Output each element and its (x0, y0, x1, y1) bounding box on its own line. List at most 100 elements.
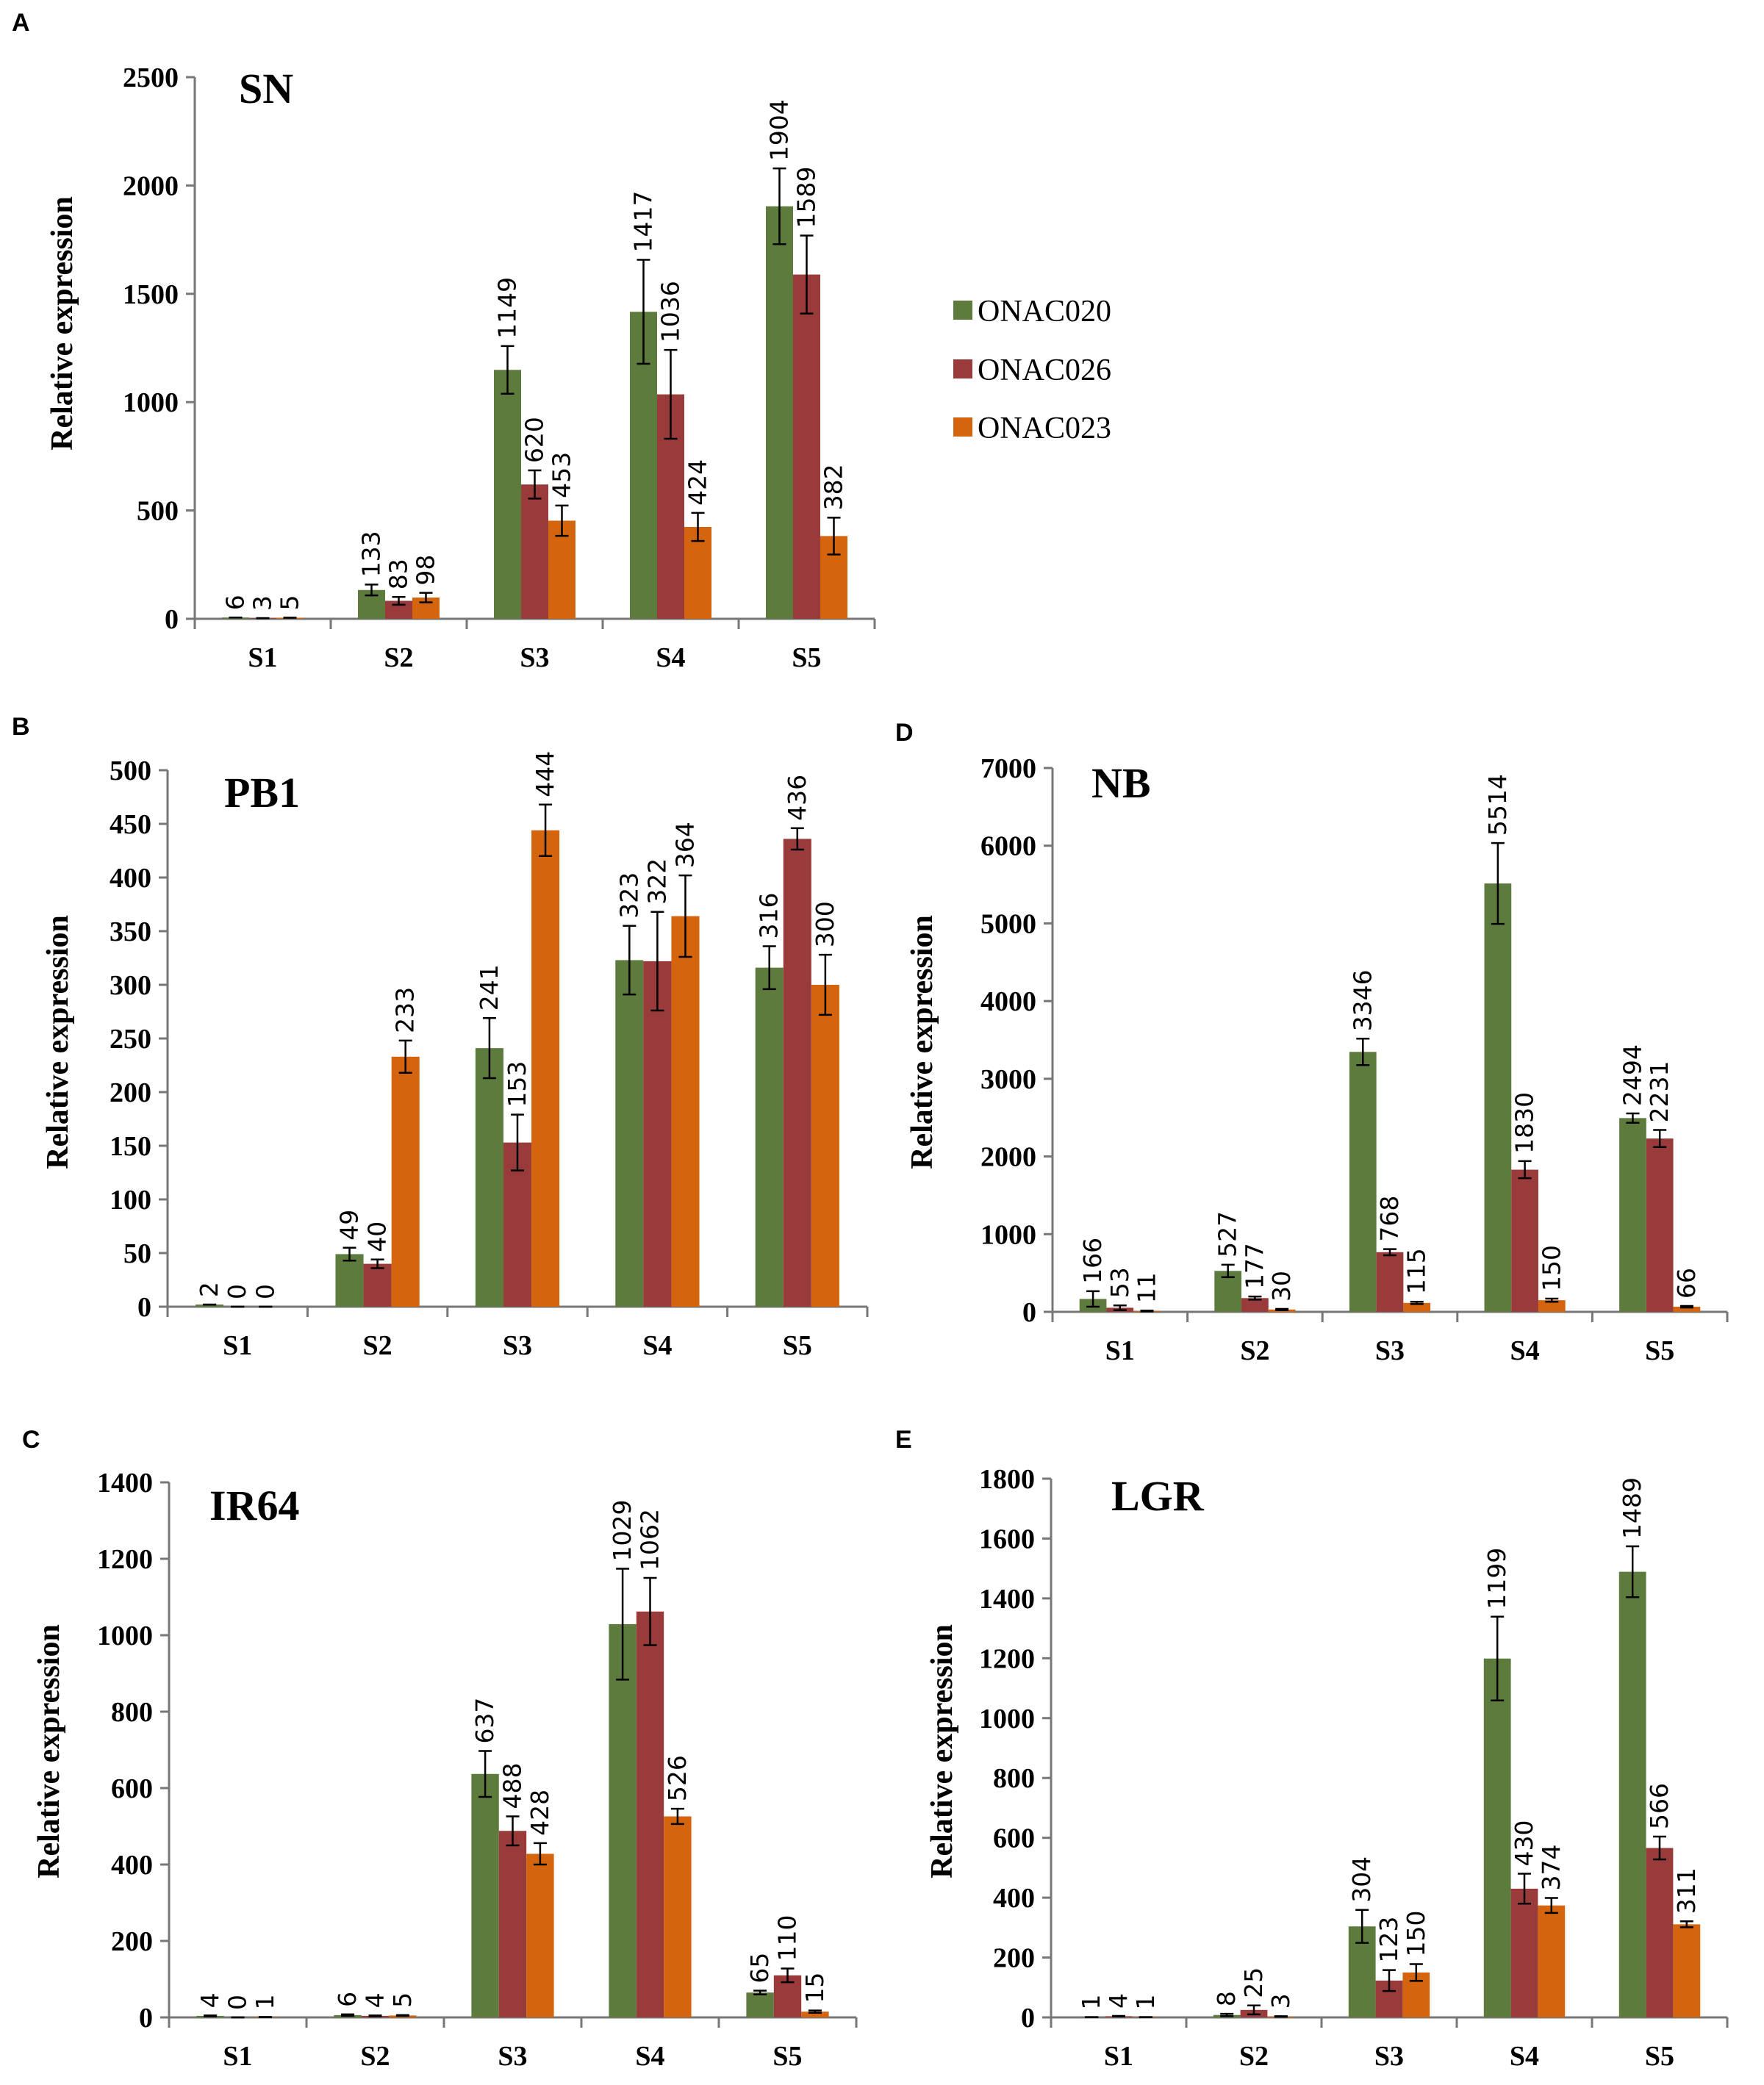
bar-onac020 (766, 206, 793, 619)
panel-letter: D (895, 719, 914, 747)
bar-onac020 (1618, 1571, 1646, 2017)
data-label: 98 (412, 555, 440, 586)
data-label: 123 (1374, 1917, 1403, 1963)
chart-title: NB (1091, 759, 1151, 807)
bar-onac020 (1349, 1052, 1377, 1312)
data-label: 1 (1131, 1995, 1160, 2010)
bar-onac023 (801, 2012, 829, 2017)
bar-onac020 (1483, 1658, 1511, 2017)
x-tick-label: S2 (384, 642, 413, 673)
data-label: 444 (531, 751, 559, 797)
x-tick-label: S5 (792, 642, 821, 673)
y-tick-label: 0 (1022, 1297, 1036, 1328)
y-tick-label: 500 (110, 756, 151, 786)
data-label: 526 (663, 1755, 692, 1801)
y-tick-label: 1000 (980, 1219, 1036, 1250)
data-label: 6 (333, 1992, 362, 2007)
y-tick-label: 600 (993, 1823, 1035, 1854)
y-tick-label: 1800 (979, 1464, 1035, 1495)
x-tick-label: S3 (1374, 2041, 1404, 2072)
data-label: 620 (520, 417, 549, 463)
data-label: 5514 (1483, 774, 1512, 836)
data-label: 83 (384, 559, 413, 589)
y-tick-label: 1200 (979, 1643, 1035, 1674)
data-label: 1830 (1510, 1092, 1539, 1154)
data-label: 1 (251, 1994, 279, 2009)
data-label: 30 (1267, 1271, 1296, 1302)
data-label: 11 (1133, 1272, 1161, 1303)
y-tick-label: 0 (137, 1292, 151, 1323)
data-label: 488 (498, 1762, 527, 1809)
x-tick-label: S1 (1105, 1335, 1135, 1366)
bar-onac023 (664, 1816, 692, 2017)
data-label: 1589 (792, 167, 821, 229)
bar-onac020 (615, 960, 644, 1307)
bar-onac026 (521, 484, 548, 619)
y-tick-label: 50 (123, 1238, 151, 1269)
panel-d-nb-chart: D NB Relative expression 0 1000 2000 3000 40… (895, 719, 1729, 1366)
y-tick-label: 350 (110, 916, 151, 947)
data-label: 166 (1078, 1238, 1107, 1284)
data-label: 430 (1510, 1820, 1538, 1867)
x-tick-label: S1 (223, 2041, 252, 2072)
y-tick-label: 800 (993, 1763, 1035, 1794)
data-label: 4 (361, 1992, 390, 2008)
y-axis-label: Relative expression (32, 1624, 66, 1878)
x-tick-label: S2 (1240, 1335, 1269, 1366)
data-label: 1489 (1618, 1477, 1646, 1539)
data-label: 2 (195, 1282, 223, 1297)
data-label: 1062 (636, 1509, 664, 1571)
y-tick-label: 3000 (980, 1064, 1036, 1095)
y-axis-label: Relative expression (906, 915, 939, 1169)
bar-onac020 (494, 370, 521, 619)
bar-onac020 (475, 1048, 503, 1307)
x-tick-label: S5 (1645, 2041, 1674, 2072)
x-tick-label: S3 (503, 1330, 532, 1361)
data-label: 133 (357, 531, 386, 577)
bar-onac026 (643, 961, 672, 1307)
panel-letter: B (12, 713, 30, 741)
legend-swatch-onac020 (953, 301, 972, 320)
data-label: 49 (335, 1210, 364, 1241)
y-tick-label: 100 (110, 1185, 151, 1216)
data-label: 311 (1672, 1867, 1701, 1914)
data-label: 3 (1266, 1993, 1295, 2009)
data-label: 300 (811, 901, 839, 947)
y-tick-label: 0 (139, 2003, 153, 2034)
y-tick-label: 0 (1021, 2003, 1035, 2034)
legend-label-onac026: ONAC026 (978, 354, 1111, 387)
bar-onac026 (1376, 1252, 1404, 1312)
bar-onac020 (471, 1773, 499, 2017)
data-label: 323 (614, 872, 643, 919)
data-label: 2494 (1618, 1044, 1646, 1106)
data-label: 65 (745, 1953, 774, 1984)
panel-a-sn-chart: A SN Relative expression 0 500 1000 1500 200… (12, 9, 876, 673)
chart-title: IR64 (209, 1482, 299, 1529)
data-label: 1904 (765, 99, 794, 161)
y-tick-label: 5000 (980, 908, 1036, 939)
y-tick-label: 400 (110, 863, 151, 894)
y-tick-label: 450 (110, 809, 151, 840)
legend-swatch-onac026 (953, 359, 972, 378)
data-label: 527 (1213, 1211, 1242, 1257)
bar-onac026 (498, 1831, 527, 2017)
chart-title: LGR (1111, 1472, 1205, 1520)
x-tick-label: S4 (656, 642, 685, 673)
data-label: 40 (363, 1221, 392, 1252)
x-tick-label: S3 (1375, 1335, 1405, 1366)
y-tick-label: 300 (110, 970, 151, 1001)
y-tick-label: 0 (165, 604, 179, 635)
y-tick-label: 400 (111, 1850, 153, 1881)
bar-onac026 (1241, 1298, 1269, 1312)
y-tick-label: 6000 (980, 831, 1036, 862)
y-tick-label: 1500 (123, 279, 179, 310)
data-label: 768 (1375, 1196, 1404, 1242)
data-label: 316 (755, 892, 784, 939)
y-tick-label: 200 (993, 1943, 1035, 1974)
chart-title: PB1 (224, 769, 300, 817)
y-tick-label: 1400 (97, 1468, 153, 1499)
bar-onac026 (1511, 1169, 1538, 1312)
data-label: 4 (196, 1992, 224, 2008)
y-axis-label: Relative expression (41, 915, 75, 1169)
data-label: 1 (1077, 1995, 1105, 2010)
